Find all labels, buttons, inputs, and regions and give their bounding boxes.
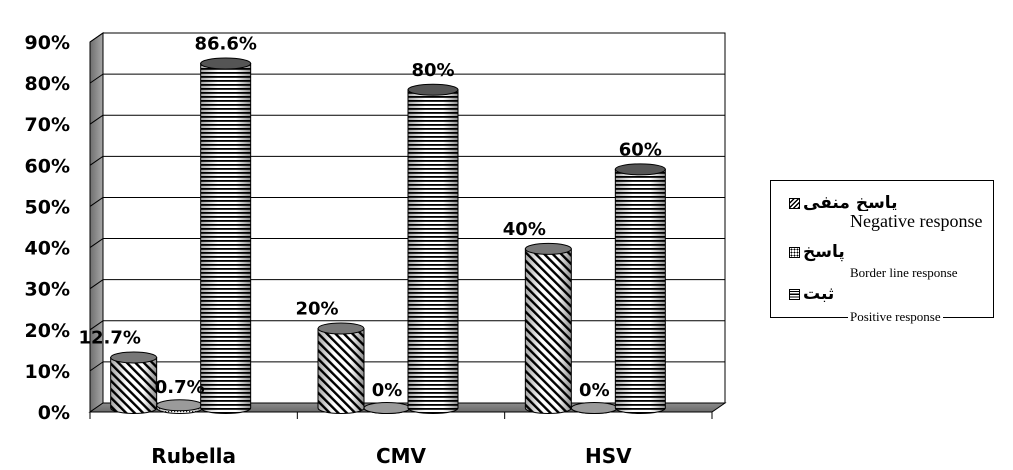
bar-top-cap [200, 57, 252, 70]
legend-english-borderline: Border line response [848, 265, 960, 281]
y-tick-label: 50% [25, 196, 70, 218]
x-category-label: HSV [585, 444, 632, 468]
legend-arabic-label: ثبت [803, 284, 835, 304]
bar-border-line-response [156, 399, 204, 414]
negative-swatch-icon [789, 197, 800, 209]
data-label: 60% [619, 139, 662, 160]
data-label: 0% [579, 380, 610, 401]
y-axis-ticks: 0% 10% 20% 30% 40% 50% 60% 70% 80% 90% [25, 32, 70, 424]
gridline-side [89, 320, 104, 331]
bar-top-cap [570, 402, 618, 414]
data-label: 20% [295, 298, 338, 319]
borderline-swatch-icon [789, 246, 800, 258]
gridline-side [89, 279, 104, 290]
data-label: 0% [372, 380, 403, 401]
bar-negative-response [524, 242, 572, 414]
bar-shading [110, 357, 157, 414]
gridline-side [89, 361, 104, 372]
bar-positive-response [200, 57, 252, 414]
bar-top-cap [614, 163, 666, 176]
x-category-label: Rubella [151, 444, 236, 468]
y-tick-label: 30% [25, 279, 70, 301]
bar-negative-response [110, 351, 158, 414]
bar-positive-response [614, 163, 666, 414]
bar-border-line-response [363, 402, 411, 414]
data-labels: 12.7% 0.7% 86.6% 20% 0% 80% 40% 0% 60% [78, 34, 661, 401]
side-wall [89, 32, 104, 413]
data-label: 40% [503, 219, 546, 240]
bar-shading [408, 89, 458, 414]
y-tick-label: 60% [25, 155, 70, 177]
legend-english-positive: Positive response [848, 309, 943, 325]
gridline-side [89, 73, 104, 84]
legend-item-negative: پاسخ منفی [789, 191, 898, 215]
data-label: 0.7% [155, 377, 205, 398]
data-label: 80% [411, 60, 454, 81]
bar-shading [318, 328, 364, 414]
bar-negative-response [317, 322, 365, 414]
legend: پاسخ منفی پاسخ ثبت [770, 180, 994, 318]
bar-top-cap [524, 242, 572, 255]
bar-top-cap [363, 402, 411, 414]
gridline-side [89, 114, 104, 125]
y-tick-label: 70% [25, 114, 70, 136]
bars [110, 57, 666, 414]
y-tick-label: 40% [25, 238, 70, 260]
gridline-side [89, 238, 104, 248]
legend-item-borderline: پاسخ [789, 240, 845, 264]
y-tick-label: 20% [25, 320, 70, 342]
bar-shading [525, 248, 572, 414]
legend-arabic-label: پاسخ منفی [803, 193, 898, 213]
y-tick-label: 80% [25, 73, 70, 95]
positive-swatch-icon [789, 288, 800, 300]
bar-shading [615, 169, 666, 414]
bar-top-cap [110, 351, 158, 364]
legend-arabic-label: پاسخ [803, 242, 845, 262]
bar-border-line-response [570, 402, 618, 414]
bar-top-cap [407, 83, 459, 96]
x-category-label: CMV [376, 444, 427, 468]
bar-shading [200, 63, 251, 414]
legend-english-negative: Negative response [848, 211, 985, 232]
bar-top-cap [156, 399, 204, 412]
gridline-side [89, 197, 104, 207]
y-tick-label: 0% [38, 402, 70, 424]
y-tick-label: 90% [25, 32, 70, 54]
gridline-side [89, 32, 104, 43]
bar-top-cap [317, 322, 365, 335]
legend-item-positive: ثبت [789, 282, 834, 306]
data-label: 86.6% [194, 34, 256, 55]
bar-positive-response [407, 83, 459, 414]
gridline-side [89, 155, 104, 166]
x-axis-categories: Rubella CMV HSV [151, 444, 632, 468]
data-label: 12.7% [78, 327, 140, 348]
y-tick-label: 10% [25, 361, 70, 383]
